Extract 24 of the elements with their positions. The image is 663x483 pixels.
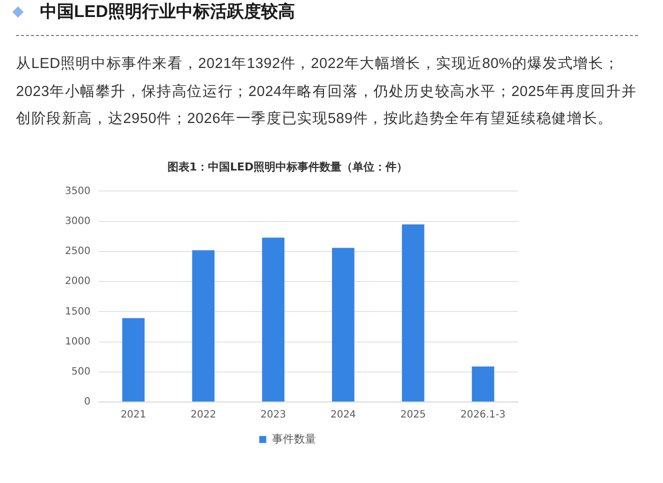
bar (192, 250, 215, 402)
x-tick-label: 2025 (400, 410, 426, 421)
y-tick-label: 500 (71, 366, 90, 378)
x-tick-label: 2022 (190, 410, 216, 421)
bar (402, 224, 424, 402)
x-tick-label: 2023 (260, 410, 286, 421)
y-tick-label: 3000 (64, 216, 90, 227)
y-tick-label: 2000 (64, 276, 90, 288)
y-tick-label: 1500 (64, 306, 90, 318)
y-tick-label: 0 (84, 396, 90, 408)
chart-title: 中国LED照明行业中标活跃度较高 (40, 1, 295, 23)
y-tick-label: 1000 (64, 336, 90, 348)
y-tick-label: 3500 (64, 186, 90, 197)
bar (122, 318, 145, 402)
chart-subtitle: 图表1：中国LED照明中标事件数量（单位：件） (167, 160, 408, 174)
x-tick-label: 2024 (330, 410, 356, 421)
bar (472, 366, 494, 402)
y-tick-label: 2500 (64, 246, 90, 258)
x-tick-label: 2026.1-3 (460, 410, 506, 421)
x-tick-label: 2021 (120, 410, 146, 421)
legend-label: 事件数量 (272, 432, 316, 446)
text: 从LED照明中标事件来看，2021年1392件，2022年大幅增长，实现近80%的爆发式增长；2023年小幅攀升，保持高位运行；2024年略有回落，仍处历史较高水平；2025年再度回升并创阶段新高，达2950件；2026年一季度已实现589件，按此趋势全年有望延续稳健增长。 (16, 54, 638, 129)
bar (332, 248, 354, 402)
bar (262, 238, 284, 402)
